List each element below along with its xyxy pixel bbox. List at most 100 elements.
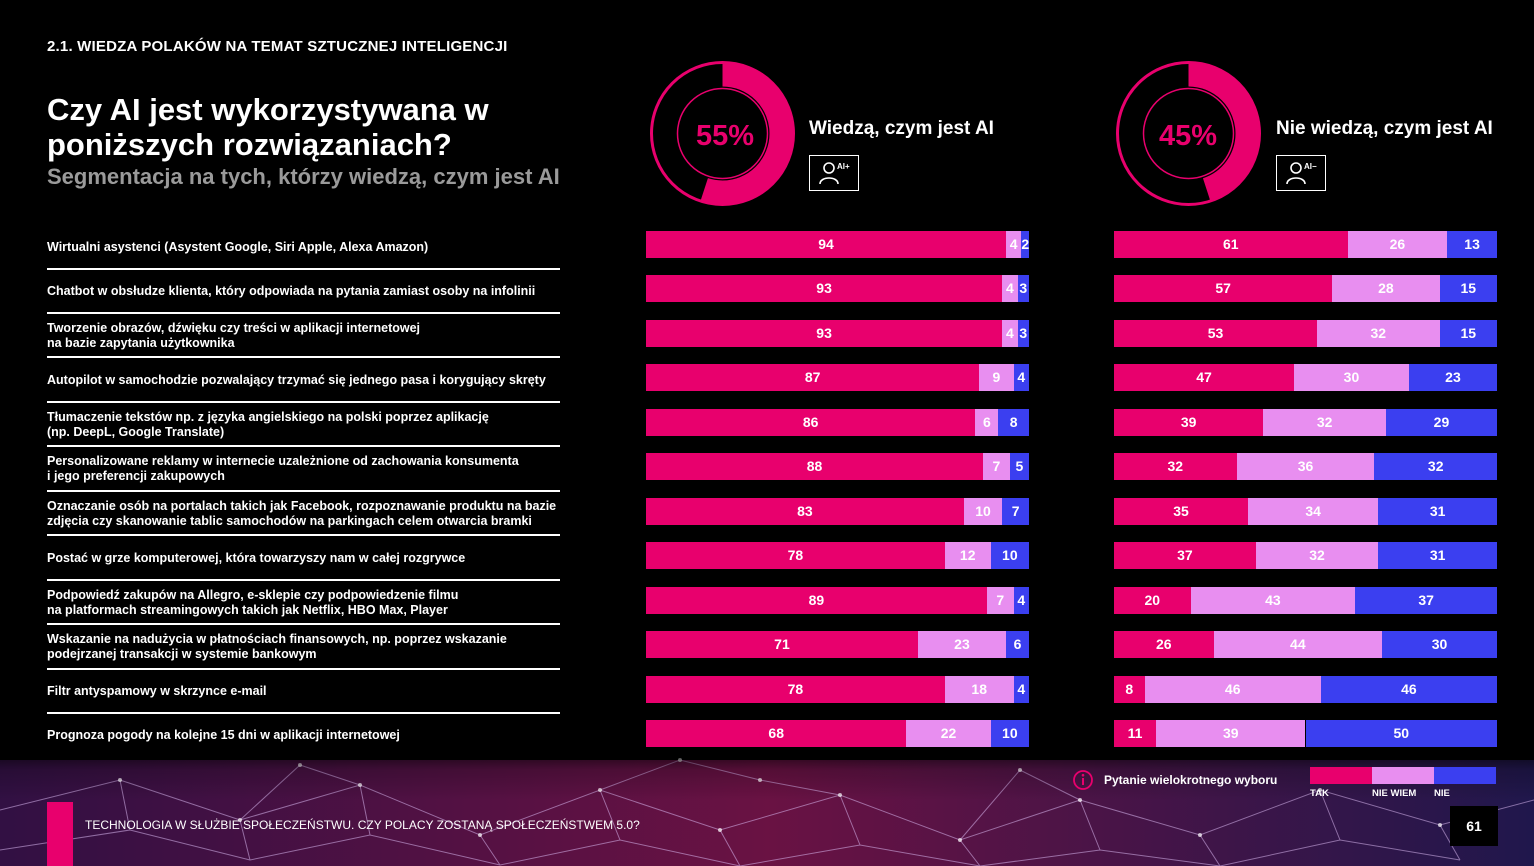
- bar-value-label: 15: [1460, 324, 1477, 341]
- bar-segment-nie: [1439, 319, 1497, 347]
- bar-segment-nie-wiem: [917, 631, 1006, 659]
- legend-key-nie: NIE: [1434, 788, 1450, 799]
- ai-plus-badge: AI+: [809, 155, 859, 191]
- bar-value-label: 78: [787, 680, 804, 697]
- category-label: Wskazanie na nadużycia w płatnościach fi…: [47, 632, 507, 662]
- bar-value-label: 46: [1401, 680, 1417, 697]
- bar-segment-nie: [1017, 319, 1029, 347]
- stacked-bar: 57 28 15: [1114, 275, 1497, 303]
- donut-share-arc: [1117, 62, 1260, 205]
- bar-value-label: 78: [787, 547, 804, 564]
- bar-value-label: 37: [1177, 547, 1193, 564]
- footer-accent-bar: [47, 802, 73, 866]
- bar-value-label: 32: [1309, 547, 1325, 564]
- bar-segment-tak: [1114, 453, 1237, 481]
- bar-segment-nie: [1305, 719, 1497, 747]
- row-divider: [47, 445, 560, 448]
- stacked-bar: 47 30 23: [1114, 364, 1497, 392]
- bar-segment-nie-wiem: [975, 408, 999, 436]
- bar-value-label: 13: [1464, 236, 1480, 252]
- bar-segment-tak: [1114, 408, 1264, 436]
- legend-swatch-tak: [1310, 767, 1372, 784]
- legend-swatch-nie: [1434, 767, 1496, 784]
- bar-segment-tak: [646, 586, 987, 614]
- bar-value-label: 61: [1223, 236, 1239, 252]
- bar-value-label: 10: [1002, 547, 1018, 564]
- bar-value-label: 29: [1433, 413, 1450, 430]
- stacked-bar: 68 22 10: [646, 719, 1029, 747]
- stacked-bar: 78 12 10: [646, 542, 1029, 570]
- stacked-bar: 11 39 50: [1114, 719, 1497, 747]
- bar-segment-nie-wiem: [1332, 275, 1440, 303]
- section-title: 2.1. WIEDZA POLAKÓW NA TEMAT SZTUCZNEJ I…: [47, 38, 508, 55]
- bar-value-label: 23: [1445, 369, 1461, 386]
- bar-value-label: 39: [1223, 724, 1239, 741]
- segment-donut-not-know-ai: 45%: [1116, 61, 1261, 206]
- page-subtitle: Segmentacja na tych, którzy wiedzą, czym…: [47, 164, 560, 189]
- info-icon: [1073, 770, 1093, 790]
- bar-segment-nie: [998, 408, 1029, 436]
- category-label: Personalizowane reklamy w internecie uza…: [47, 454, 519, 484]
- bar-segment-nie-wiem: [1144, 675, 1321, 703]
- bar-segment-nie: [1013, 675, 1029, 703]
- bar-value-label: 4: [1005, 280, 1014, 297]
- page-number: 61: [1450, 806, 1498, 846]
- stacked-bar: 86 6 8: [646, 408, 1029, 436]
- stacked-bar: 39 32 29: [1114, 408, 1497, 436]
- bar-segment-nie-wiem: [1347, 231, 1448, 258]
- bar-value-label: 4: [1005, 324, 1014, 341]
- bar-segment-nie: [1378, 497, 1497, 525]
- bar-segment-nie-wiem: [1263, 408, 1386, 436]
- bar-value-label: 94: [818, 236, 834, 252]
- bar-segment-tak: [646, 631, 918, 659]
- bar-value-label: 39: [1180, 413, 1197, 430]
- bar-segment-nie-wiem: [1255, 542, 1379, 570]
- bar-segment-tak: [1114, 231, 1348, 258]
- bar-value-label: 93: [816, 324, 832, 341]
- bar-value-label: 8: [1125, 680, 1134, 697]
- bar-segment-tak: [646, 542, 945, 570]
- bar-segment-nie: [1385, 408, 1497, 436]
- stacked-bar: 83 10 7: [646, 497, 1029, 525]
- bar-segment-tak: [646, 719, 907, 747]
- category-label: Chatbot w obsłudze klienta, który odpowi…: [47, 283, 536, 298]
- bar-segment-tak: [1114, 364, 1294, 392]
- stacked-bar: 94 4 2: [646, 231, 1029, 258]
- bar-segment-nie: [1021, 231, 1029, 258]
- bar-segment-nie: [1447, 231, 1497, 258]
- bar-value-label: 6: [1013, 636, 1022, 653]
- donut-percent-label: 45%: [1159, 120, 1217, 152]
- bar-segment-tak: [646, 675, 945, 703]
- bar-value-label: 93: [816, 280, 832, 297]
- bar-segment-tak: [646, 453, 984, 481]
- bar-value-label: 23: [954, 636, 970, 653]
- segment-label-knows-ai: Wiedzą, czym jest AI: [809, 118, 994, 139]
- bar-value-label: 4: [1017, 591, 1026, 608]
- bar-segment-tak: [1114, 675, 1145, 703]
- bar-segment-nie: [1002, 497, 1029, 525]
- bar-segment-tak: [646, 275, 1003, 303]
- category-label: Filtr antyspamowy w skrzynce e-mail: [47, 684, 267, 698]
- bar-segment-nie-wiem: [1002, 275, 1018, 303]
- bar-segment-nie-wiem: [1316, 319, 1440, 347]
- stacked-bar: 93 4 3: [646, 319, 1029, 347]
- row-divider: [47, 267, 560, 270]
- donut-percent-label: 55%: [696, 120, 754, 152]
- bar-segment-nie: [1013, 364, 1029, 392]
- segment-donut-knows-ai: 55%: [650, 61, 795, 206]
- bar-segment-nie-wiem: [979, 364, 1014, 392]
- stacked-bar: 89 7 4: [646, 586, 1029, 614]
- bar-segment-nie: [1374, 453, 1497, 481]
- stacked-bar: 93 4 3: [646, 275, 1029, 303]
- bar-value-label: 31: [1429, 502, 1446, 519]
- bar-value-label: 11: [1127, 724, 1143, 741]
- bar-segment-tak: [646, 231, 1007, 258]
- bar-value-label: 6: [982, 413, 991, 430]
- stacked-bar: 32 36 32: [1114, 453, 1497, 481]
- bar-segment-nie-wiem: [1213, 631, 1383, 659]
- bar-segment-nie: [1009, 453, 1029, 481]
- stacked-bar: 26 44 30: [1114, 631, 1497, 659]
- stacked-bar: 78 18 4: [646, 675, 1029, 703]
- bar-value-label: 7: [992, 458, 1001, 475]
- category-label: Prognoza pogody na kolejne 15 dni w apli…: [47, 728, 400, 743]
